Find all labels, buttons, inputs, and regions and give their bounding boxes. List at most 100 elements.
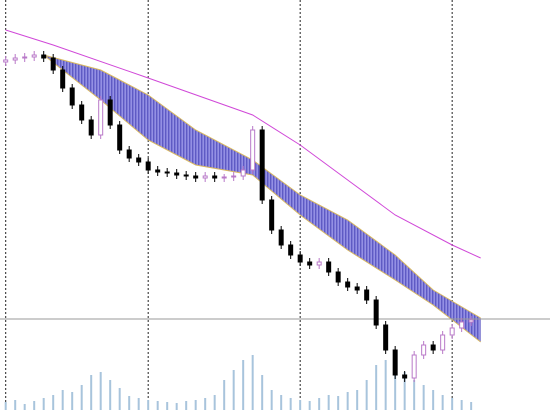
candle-body xyxy=(354,286,360,291)
volume-bar xyxy=(52,395,55,410)
candle-body xyxy=(240,169,246,177)
volume-bar xyxy=(280,395,283,410)
volume-bar xyxy=(318,398,321,410)
candle-body xyxy=(31,54,37,58)
candle-body xyxy=(164,171,170,174)
candle-body xyxy=(126,149,132,159)
candle-body xyxy=(259,129,265,201)
volume-bar xyxy=(109,380,112,410)
volume-bar xyxy=(61,390,64,410)
candle-body xyxy=(345,281,351,288)
candle-body xyxy=(12,57,18,61)
volume-bar xyxy=(308,401,311,410)
volume-bar xyxy=(470,402,473,410)
candle-body xyxy=(183,174,189,177)
candle-body xyxy=(155,169,161,173)
volume-bar xyxy=(403,372,406,410)
candle-body xyxy=(326,261,332,273)
volume-bar xyxy=(137,398,140,410)
volume-bar xyxy=(289,398,292,410)
candle-body xyxy=(41,54,47,59)
volume-bar xyxy=(147,400,150,410)
candle-body xyxy=(364,289,370,301)
candle-body xyxy=(307,261,313,266)
volume-bar xyxy=(42,398,45,410)
volume-bar xyxy=(242,360,245,410)
volume-bar xyxy=(413,380,416,410)
volume-bar xyxy=(175,403,178,410)
candle-body xyxy=(202,175,208,179)
candle-body xyxy=(278,229,284,246)
candle-body xyxy=(79,104,85,121)
candle-body xyxy=(231,175,237,178)
volume-bar xyxy=(441,395,444,410)
candle-body xyxy=(212,175,218,179)
volume-bar xyxy=(384,360,387,410)
candle-body xyxy=(22,56,28,59)
candle-body xyxy=(383,324,389,351)
candle-body xyxy=(449,327,455,336)
candle-body xyxy=(335,271,341,283)
candle-body xyxy=(221,176,227,179)
volume-bar xyxy=(432,390,435,410)
volume-bar xyxy=(4,402,7,410)
candle-body xyxy=(136,157,142,163)
candle-body xyxy=(193,175,199,179)
volume-bar xyxy=(128,396,131,410)
moving-average xyxy=(5,29,481,259)
volume-bar xyxy=(194,400,197,410)
candle-body xyxy=(60,69,66,89)
volume-bar xyxy=(166,402,169,410)
candle-body xyxy=(145,161,151,171)
candle-body xyxy=(98,99,104,136)
candle-body xyxy=(440,334,446,351)
candle-body xyxy=(107,99,113,126)
volume-bar xyxy=(299,400,302,410)
candle-body xyxy=(250,129,256,171)
candle-body xyxy=(392,349,398,376)
cloud-edge xyxy=(43,54,481,343)
volume-bar xyxy=(451,398,454,410)
volume-bar xyxy=(185,401,188,410)
candle-body xyxy=(297,254,303,263)
candle-body xyxy=(269,199,275,231)
candle-body xyxy=(288,244,294,256)
candle-body xyxy=(117,124,123,151)
candle-body xyxy=(174,172,180,176)
volume-bar xyxy=(261,375,264,410)
candle-body xyxy=(88,119,94,136)
volume-bar xyxy=(71,392,74,410)
volume-bar xyxy=(80,385,83,410)
volume-bar xyxy=(327,395,330,410)
volume-bar xyxy=(213,395,216,410)
volume-bar xyxy=(422,385,425,410)
volume-bar xyxy=(346,392,349,410)
candle-body xyxy=(316,261,322,266)
volume-bar xyxy=(14,400,17,410)
candle-body xyxy=(468,319,474,323)
volume-bar xyxy=(365,380,368,410)
volume-bar xyxy=(356,390,359,410)
candle-body xyxy=(402,374,408,379)
volume-bar xyxy=(33,401,36,410)
volume-bar xyxy=(232,370,235,410)
volume-bar xyxy=(375,365,378,410)
candle-body xyxy=(69,87,75,106)
volume-bar xyxy=(156,401,159,410)
volume-bar xyxy=(394,368,397,410)
volume-bar xyxy=(90,375,93,410)
candle-body xyxy=(459,321,465,329)
volume-bar xyxy=(460,400,463,410)
candle-body xyxy=(373,299,379,326)
candle-body xyxy=(411,354,417,379)
cloud-edge xyxy=(43,54,481,319)
volume-bar xyxy=(251,355,254,410)
volume-bar xyxy=(223,380,226,410)
cloud xyxy=(43,55,481,342)
volume-bar xyxy=(23,404,26,410)
candle-body xyxy=(421,344,427,356)
candle-body xyxy=(3,59,9,63)
candle-body xyxy=(50,57,56,71)
